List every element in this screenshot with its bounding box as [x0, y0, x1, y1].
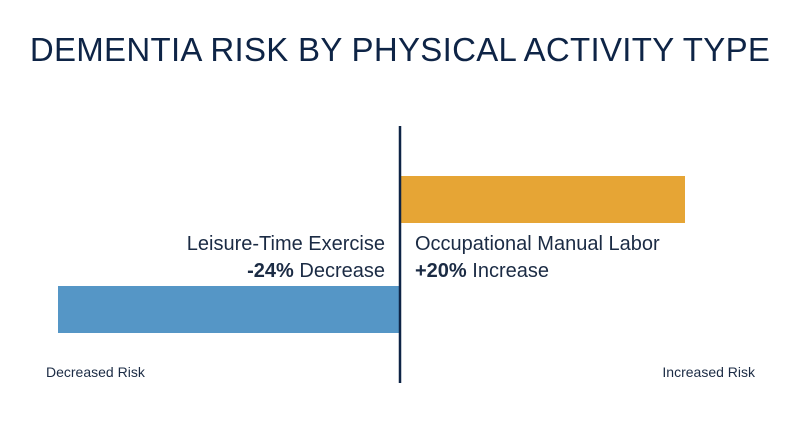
axis-label-increased-risk: Increased Risk [662, 364, 756, 380]
value-label-occupational-manual-labor: +20% Increase [415, 260, 549, 282]
value-number-occupational-manual-labor: +20% [415, 260, 467, 282]
category-label-leisure-time-exercise: Leisure-Time Exercise [187, 233, 385, 255]
bar-occupational-manual-labor [400, 176, 685, 223]
value-label-leisure-time-exercise: -24% Decrease [247, 260, 385, 282]
value-number-leisure-time-exercise: -24% [247, 260, 294, 282]
bar-leisure-time-exercise [58, 286, 400, 333]
value-direction-leisure-time-exercise: Decrease [294, 260, 385, 282]
axis-label-decreased-risk: Decreased Risk [46, 364, 146, 380]
chart-title: DEMENTIA RISK BY PHYSICAL ACTIVITY TYPE [29, 31, 771, 68]
value-direction-occupational-manual-labor: Increase [467, 260, 549, 282]
category-label-occupational-manual-labor: Occupational Manual Labor [415, 233, 660, 255]
